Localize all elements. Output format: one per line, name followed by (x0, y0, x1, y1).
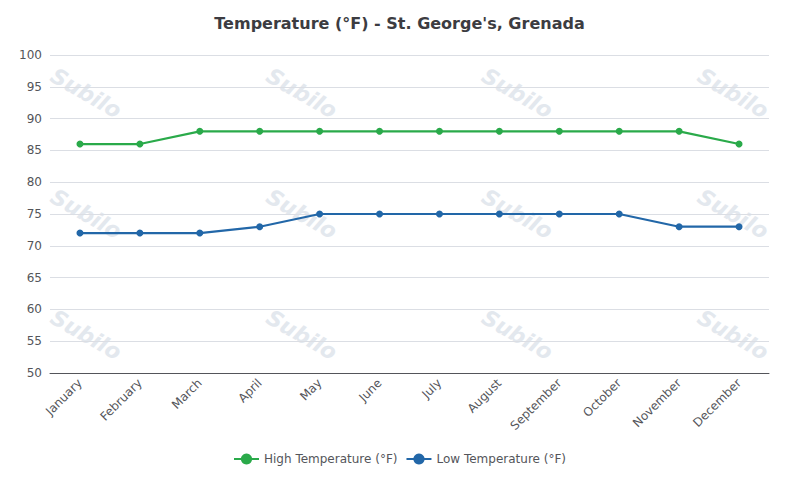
svg-text:Subilo: Subilo (46, 305, 126, 365)
svg-text:Subilo: Subilo (477, 183, 558, 245)
svg-text:Subilo: Subilo (693, 183, 773, 245)
svg-text:February: February (97, 376, 144, 423)
svg-text:100: 100 (19, 48, 42, 62)
svg-text:95: 95 (27, 80, 42, 94)
svg-text:60: 60 (27, 302, 42, 316)
svg-text:September: September (507, 376, 564, 433)
svg-text:Subilo: Subilo (46, 63, 126, 123)
svg-text:June: June (355, 376, 384, 405)
svg-text:December: December (690, 376, 744, 430)
svg-text:Subilo: Subilo (693, 63, 773, 123)
svg-text:90: 90 (27, 112, 42, 126)
svg-text:High Temperature (°F): High Temperature (°F) (264, 452, 398, 466)
svg-text:Subilo: Subilo (46, 183, 126, 245)
svg-text:Subilo: Subilo (478, 63, 558, 123)
svg-text:January: January (42, 376, 85, 419)
svg-text:April: April (235, 376, 264, 405)
svg-text:Subilo: Subilo (262, 63, 342, 123)
svg-text:55: 55 (27, 334, 42, 348)
svg-text:70: 70 (27, 239, 42, 253)
svg-text:Temperature (°F) - St. George': Temperature (°F) - St. George's, Grenada (214, 14, 584, 33)
svg-text:Low Temperature (°F): Low Temperature (°F) (436, 452, 566, 466)
svg-text:50: 50 (27, 366, 42, 380)
svg-text:August: August (465, 376, 505, 416)
svg-text:July: July (419, 376, 445, 402)
svg-text:November: November (630, 376, 684, 430)
svg-text:Subilo: Subilo (261, 183, 342, 245)
svg-text:October: October (580, 376, 624, 420)
svg-text:Subilo: Subilo (693, 305, 773, 365)
svg-text:80: 80 (27, 175, 42, 189)
svg-text:Subilo: Subilo (478, 305, 558, 365)
svg-text:85: 85 (27, 143, 42, 157)
svg-text:March: March (169, 376, 205, 412)
svg-text:75: 75 (27, 207, 42, 221)
svg-text:65: 65 (27, 271, 42, 285)
svg-text:May: May (297, 376, 324, 403)
svg-text:Subilo: Subilo (262, 305, 342, 365)
